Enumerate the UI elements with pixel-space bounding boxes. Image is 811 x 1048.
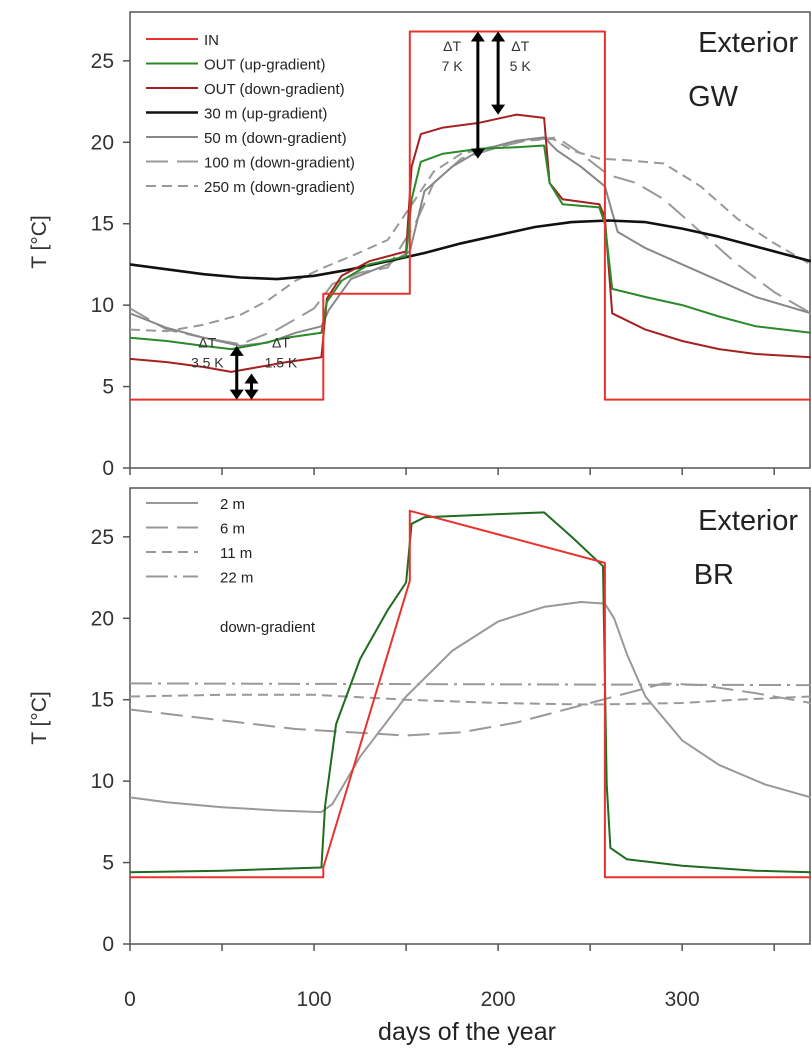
series-group [130,509,811,879]
legend-entry: 22 m [220,570,253,587]
series-line-unnamed-1 [130,511,811,874]
series-line-in [130,30,811,401]
delta-annotation-label: ΔT [272,334,290,350]
delta-annotation-value: 5 K [510,58,532,74]
panel-br-label-line2: BR [694,559,734,591]
y-tick-label: 15 [91,689,114,712]
y-tick-label: 0 [102,457,114,480]
y-tick-label: 20 [91,607,114,630]
delta-arrow-head [229,345,244,356]
legend-entry: 100 m (down-gradient) [204,155,355,172]
series-line-11-m [130,693,811,706]
legend-entry: OUT (down-gradient) [204,81,345,98]
y-tick-label: 25 [91,50,114,73]
y-tick-label: 10 [91,770,114,793]
legend-entry: IN [204,32,219,49]
legend-entry: 50 m (down-gradient) [204,130,347,147]
delta-annotation-label: ΔT [443,38,461,54]
delta-arrow-head [470,31,485,42]
panel-gw-label-line2: GW [688,81,739,113]
y-tick-label: 5 [102,852,114,875]
legend-entry: 30 m (up-gradient) [204,106,327,123]
series-line-100-m-down-gradient- [130,136,811,346]
x-tick-label: 100 [297,988,332,1011]
panel-br-label-line1: Exterior [698,505,798,537]
y-tick-label: 15 [91,213,114,236]
y-tick-label: 5 [102,376,114,399]
series-line-2-m [130,601,811,814]
series-line-out-down-gradient- [130,113,811,373]
plot-frame [129,11,811,469]
series-group [130,30,811,401]
legend-entry: OUT (up-gradient) [204,57,325,74]
x-tick-label: 300 [665,988,700,1011]
panel-gw-marks: 0 5 10 15 20 25 IN OUT (up-gradient) OUT (down-g… [91,11,811,480]
delta-annotation-label: ΔT [198,334,216,350]
delta-arrow-head [229,389,244,400]
legend-entry: 6 m [220,521,245,538]
delta-arrow-head [470,148,485,159]
panel-exterior-gw: 0 5 10 15 20 25 IN OUT (up-gradient) OUT (down-g… [28,11,811,480]
x-tick-label: 0 [124,988,136,1011]
panel-br-marks: 0 5 10 15 20 25 0 100 200 300 2 m 6 m 11 m 22 m down-g… [91,487,811,1011]
delta-arrow-head [491,104,506,115]
y-tick-label: 25 [91,526,114,549]
series-line-250-m-down-gradient- [130,138,811,333]
panel-br-ylabel: T [°C] [28,691,51,745]
legend-entry: 2 m [220,496,245,513]
delta-arrow-head [491,31,506,42]
panel-gw-ylabel: T [°C] [28,215,51,269]
delta-arrow-head [244,373,259,384]
delta-annotation-value: 7 K [442,58,464,74]
series-line-unnamed-0 [130,509,811,879]
delta-annotation-value: 3.5 K [191,354,224,370]
y-tick-label: 20 [91,131,114,154]
y-tick-label: 10 [91,294,114,317]
plot-frame [129,487,811,945]
x-tick-label: 200 [481,988,516,1011]
series-line-6-m [130,682,811,737]
series-line-30-m-up-gradient- [130,219,811,281]
y-tick-label: 0 [102,933,114,956]
delta-annotation-value: 1.5 K [265,354,298,370]
legend-entry: 250 m (down-gradient) [204,179,355,196]
delta-arrow-head [244,389,259,400]
x-axis-label: days of the year [378,1018,556,1046]
series-line-out-up-gradient- [130,144,811,351]
legend-note: down-gradient [220,619,316,636]
panel-gw-label-line1: Exterior [698,27,798,59]
panel-exterior-br: 0 5 10 15 20 25 0 100 200 300 2 m 6 m 11 m 22 m down-g… [28,487,811,1046]
legend-entry: 11 m [220,545,252,562]
delta-annotation-label: ΔT [511,38,529,54]
